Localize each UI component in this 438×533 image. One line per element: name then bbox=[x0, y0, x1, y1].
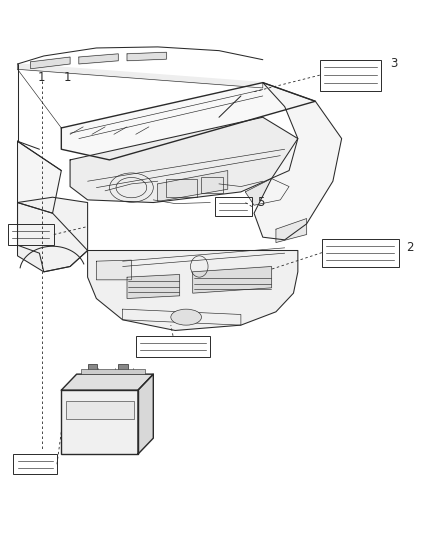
Bar bbox=[13, 454, 57, 474]
Bar bbox=[81, 369, 145, 374]
Polygon shape bbox=[254, 83, 342, 240]
Bar bbox=[166, 179, 197, 197]
Bar bbox=[88, 364, 97, 372]
Text: 1: 1 bbox=[64, 71, 72, 84]
Polygon shape bbox=[245, 179, 289, 205]
Bar bbox=[320, 60, 381, 91]
Bar bbox=[215, 197, 252, 216]
Polygon shape bbox=[79, 54, 118, 64]
Polygon shape bbox=[158, 171, 228, 201]
Bar bbox=[201, 177, 223, 193]
Bar bbox=[8, 224, 54, 245]
Text: 1: 1 bbox=[38, 71, 46, 84]
Text: 3: 3 bbox=[391, 58, 398, 70]
Text: 5: 5 bbox=[257, 196, 264, 209]
Bar bbox=[322, 239, 399, 266]
Polygon shape bbox=[18, 197, 88, 272]
Polygon shape bbox=[96, 260, 131, 280]
Polygon shape bbox=[193, 266, 272, 293]
Polygon shape bbox=[61, 83, 315, 160]
Polygon shape bbox=[88, 251, 298, 330]
Polygon shape bbox=[127, 52, 166, 61]
Polygon shape bbox=[18, 203, 88, 272]
Polygon shape bbox=[138, 374, 153, 454]
Polygon shape bbox=[127, 274, 180, 298]
Bar bbox=[136, 336, 210, 357]
Text: 2: 2 bbox=[406, 241, 413, 254]
Ellipse shape bbox=[171, 309, 201, 325]
Polygon shape bbox=[70, 117, 298, 203]
Polygon shape bbox=[18, 64, 263, 88]
Polygon shape bbox=[276, 219, 307, 243]
Bar bbox=[66, 401, 134, 419]
Polygon shape bbox=[18, 141, 61, 213]
Polygon shape bbox=[31, 57, 70, 69]
Bar bbox=[118, 364, 128, 372]
Polygon shape bbox=[61, 374, 153, 390]
Bar bbox=[61, 390, 138, 454]
